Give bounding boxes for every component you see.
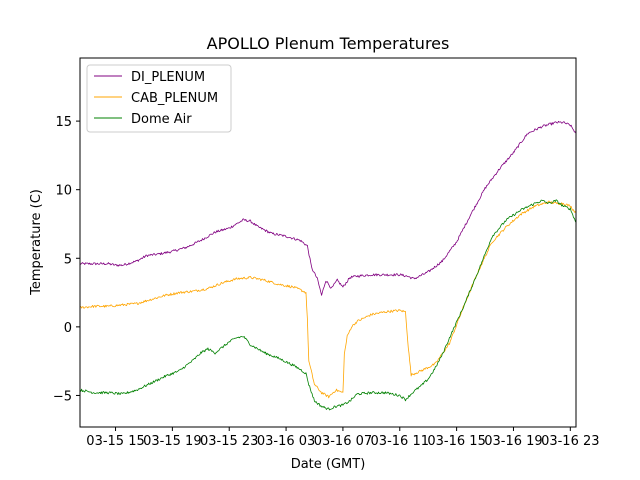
x-tick-label: 03-15 23 xyxy=(200,434,258,449)
series-layer xyxy=(80,120,576,411)
x-tick-label: 03-16 07 xyxy=(314,434,372,449)
y-axis-label: Temperature (C) xyxy=(29,189,44,296)
x-tick-label: 03-16 11 xyxy=(371,434,429,449)
x-tick-label: 03-16 15 xyxy=(427,434,485,449)
y-tick-label: 5 xyxy=(64,252,72,267)
x-tick-label: 03-15 19 xyxy=(143,434,201,449)
y-tick-label: 10 xyxy=(55,184,72,199)
y-axis: −5 0 5 10 15 xyxy=(53,115,80,404)
x-tick-label: 03-15 15 xyxy=(86,434,144,449)
plot-frame xyxy=(79,57,577,428)
x-tick-label: 03-16 19 xyxy=(484,434,542,449)
series-line-di-plenum xyxy=(80,120,576,296)
chart-title: APOLLO Plenum Temperatures xyxy=(207,34,450,53)
x-tick-label: 03-16 03 xyxy=(257,434,315,449)
y-tick-label: −5 xyxy=(53,389,72,404)
legend: DI_PLENUM CAB_PLENUM Dome Air xyxy=(86,64,232,133)
x-axis-label: Date (GMT) xyxy=(291,457,366,472)
x-tick-label: 03-16 23 xyxy=(541,434,599,449)
legend-label-cab-plenum: CAB_PLENUM xyxy=(131,91,218,106)
series-line-dome-air xyxy=(80,199,576,411)
legend-label-dome-air: Dome Air xyxy=(131,112,192,127)
legend-box xyxy=(86,64,232,133)
y-tick-label: 0 xyxy=(64,321,72,336)
legend-label-di-plenum: DI_PLENUM xyxy=(131,70,205,85)
series-line-cab-plenum xyxy=(80,200,576,399)
y-tick-label: 15 xyxy=(55,115,72,130)
